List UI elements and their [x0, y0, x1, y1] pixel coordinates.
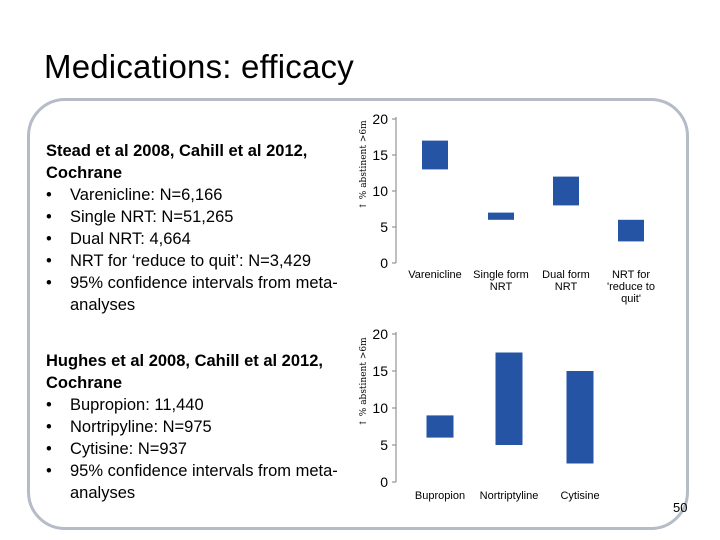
text-block-stead: Stead et al 2008, Cahill et al 2012, Coc… [46, 140, 346, 316]
bullet-item: 95% confidence intervals from meta-analy… [46, 272, 346, 316]
bullet-item: Single NRT: N=51,265 [46, 206, 346, 228]
bullet-item: NRT for ‘reduce to quit’: N=3,429 [46, 250, 346, 272]
slide-title: Medications: efficacy [44, 48, 354, 85]
bullet-item: Cytisine: N=937 [46, 438, 346, 460]
bullet-item: Bupropion: 11,440 [46, 394, 346, 416]
bullet-list: Varenicline: N=6,166 Single NRT: N=51,26… [46, 184, 346, 316]
bullet-item: 95% confidence intervals from meta-analy… [46, 460, 346, 504]
slide-number: 50 [673, 500, 688, 515]
text-block-heading: Stead et al 2008, Cahill et al 2012, Coc… [46, 142, 308, 182]
bullet-list: Bupropion: 11,440 Nortripyline: N=975 Cy… [46, 394, 346, 504]
bullet-item: Nortripyline: N=975 [46, 416, 346, 438]
text-block-hughes: Hughes et al 2008, Cahill et al 2012, Co… [46, 350, 346, 504]
content-frame [27, 98, 689, 530]
text-block-heading: Hughes et al 2008, Cahill et al 2012, Co… [46, 352, 323, 392]
bullet-item: Varenicline: N=6,166 [46, 184, 346, 206]
bullet-item: Dual NRT: 4,664 [46, 228, 346, 250]
